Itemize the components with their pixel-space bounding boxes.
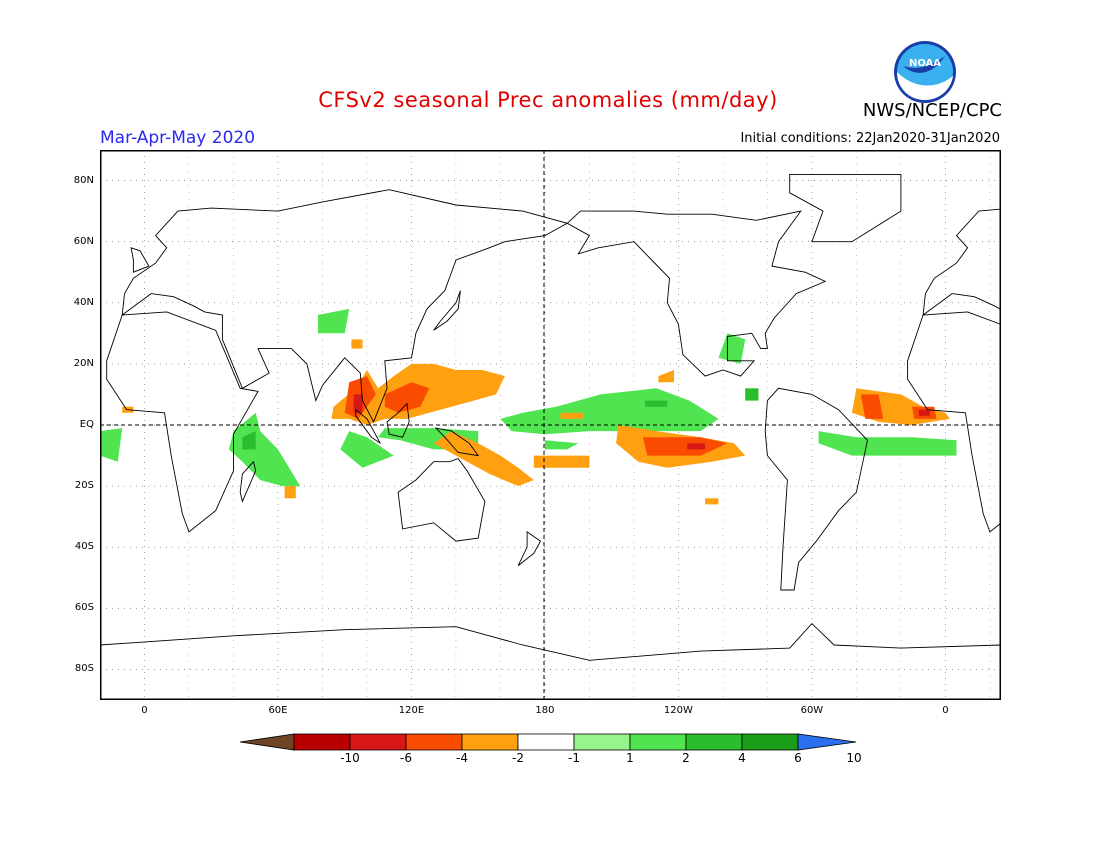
coastline bbox=[239, 460, 257, 503]
positive-anomaly-area bbox=[340, 431, 394, 468]
colorbar-segment bbox=[405, 733, 463, 751]
positive-anomaly-area bbox=[100, 428, 123, 462]
lat-label: 40S bbox=[74, 541, 94, 553]
strong-negative-anomaly-area bbox=[860, 394, 884, 419]
lat-label: 80N bbox=[73, 174, 94, 186]
coastline bbox=[922, 208, 1001, 316]
strong-positive-anomaly-area bbox=[645, 400, 668, 407]
map-title: CFSv2 seasonal Prec anomalies (mm/day) bbox=[318, 88, 778, 112]
colorbar-segment bbox=[685, 733, 743, 751]
colorbar-label: 1 bbox=[626, 751, 634, 765]
colorbar-segment bbox=[349, 733, 407, 751]
initial-conditions-label: Initial conditions: 22Jan2020-31Jan2020 bbox=[740, 131, 1000, 146]
coastline bbox=[100, 622, 1001, 700]
lon-label: 0 bbox=[141, 705, 148, 716]
lat-label: 40N bbox=[73, 296, 94, 308]
season-label: Mar-Apr-May 2020 bbox=[100, 128, 256, 148]
positive-anomaly-area bbox=[500, 388, 719, 435]
colorbar-label: 2 bbox=[682, 751, 690, 765]
colorbar-label: -1 bbox=[568, 751, 580, 765]
coastline bbox=[789, 173, 902, 243]
strong-positive-anomaly-area bbox=[242, 431, 256, 450]
very-strong-negative-anomaly-area bbox=[918, 409, 930, 416]
colorbar-segment bbox=[293, 733, 351, 751]
colorbar-label: -4 bbox=[456, 751, 468, 765]
strong-positive-anomaly-area bbox=[745, 388, 759, 401]
lon-label: 120E bbox=[398, 705, 425, 716]
coastline bbox=[434, 427, 480, 457]
negative-anomaly-area bbox=[533, 455, 590, 468]
lon-label: 0 bbox=[942, 705, 949, 716]
very-strong-negative-anomaly-area bbox=[687, 443, 706, 450]
lat-label: EQ bbox=[79, 419, 94, 430]
lat-label: 20S bbox=[74, 480, 94, 492]
coastline bbox=[433, 290, 461, 331]
lon-label: 180 bbox=[535, 705, 555, 716]
colorbar-segment bbox=[573, 733, 631, 751]
positive-anomaly-area bbox=[229, 412, 301, 487]
strong-negative-anomaly-area bbox=[384, 382, 430, 413]
map-frame bbox=[100, 150, 1001, 700]
svg-text:NOAA: NOAA bbox=[909, 58, 941, 69]
negative-anomaly-area bbox=[705, 498, 719, 505]
agency-label: NWS/NCEP/CPC bbox=[862, 100, 1002, 121]
negative-anomaly-area bbox=[658, 370, 674, 383]
negative-anomaly-area bbox=[351, 339, 363, 349]
noaa-logo-icon: NOAA bbox=[893, 40, 957, 104]
coastline bbox=[566, 210, 827, 377]
lon-label: 60E bbox=[268, 705, 288, 716]
coastline bbox=[397, 458, 486, 542]
world-map bbox=[100, 150, 1001, 700]
lat-label: 60S bbox=[74, 602, 94, 614]
colorbar-high-arrow bbox=[797, 733, 857, 751]
very-strong-negative-anomaly-areas bbox=[353, 394, 930, 450]
colorbar-segment bbox=[741, 733, 799, 751]
coastline bbox=[907, 311, 1001, 533]
positive-anomaly-area bbox=[718, 333, 746, 364]
coastline bbox=[130, 247, 150, 273]
colorbar-label: -2 bbox=[512, 751, 524, 765]
lon-label: 60W bbox=[800, 705, 824, 716]
negative-anomaly-area bbox=[284, 486, 296, 499]
colorbar-segment bbox=[629, 733, 687, 751]
colorbar-low-arrow bbox=[240, 733, 295, 751]
coastline bbox=[106, 311, 259, 533]
colorbar-label: 6 bbox=[794, 751, 802, 765]
coastline bbox=[517, 531, 542, 566]
colorbar-label: 4 bbox=[738, 751, 746, 765]
coastline bbox=[764, 387, 868, 591]
colorbar-segment bbox=[461, 733, 519, 751]
positive-anomaly-areas bbox=[100, 308, 957, 487]
strong-positive-anomaly-areas bbox=[242, 388, 759, 450]
lon-label: 120W bbox=[663, 705, 693, 716]
colorbar bbox=[240, 733, 857, 751]
colorbar-label: -6 bbox=[400, 751, 412, 765]
coastline bbox=[386, 402, 410, 438]
positive-anomaly-area bbox=[318, 308, 350, 334]
colorbar-label: 10 bbox=[846, 751, 862, 765]
coastline bbox=[121, 189, 569, 423]
lat-label: 60N bbox=[73, 235, 94, 247]
positive-anomaly-area bbox=[544, 440, 579, 450]
lat-label: 80S bbox=[74, 663, 94, 675]
negative-anomaly-area bbox=[433, 431, 534, 487]
negative-anomaly-area bbox=[560, 412, 583, 419]
strong-negative-anomaly-area bbox=[642, 437, 728, 456]
coastlines bbox=[100, 173, 1001, 700]
lat-label: 20N bbox=[73, 357, 94, 369]
colorbar-segment bbox=[517, 733, 575, 751]
colorbar-label: -10 bbox=[340, 751, 360, 765]
coastline bbox=[355, 408, 381, 444]
very-strong-negative-anomaly-area bbox=[353, 394, 363, 413]
positive-anomaly-area bbox=[818, 431, 957, 456]
